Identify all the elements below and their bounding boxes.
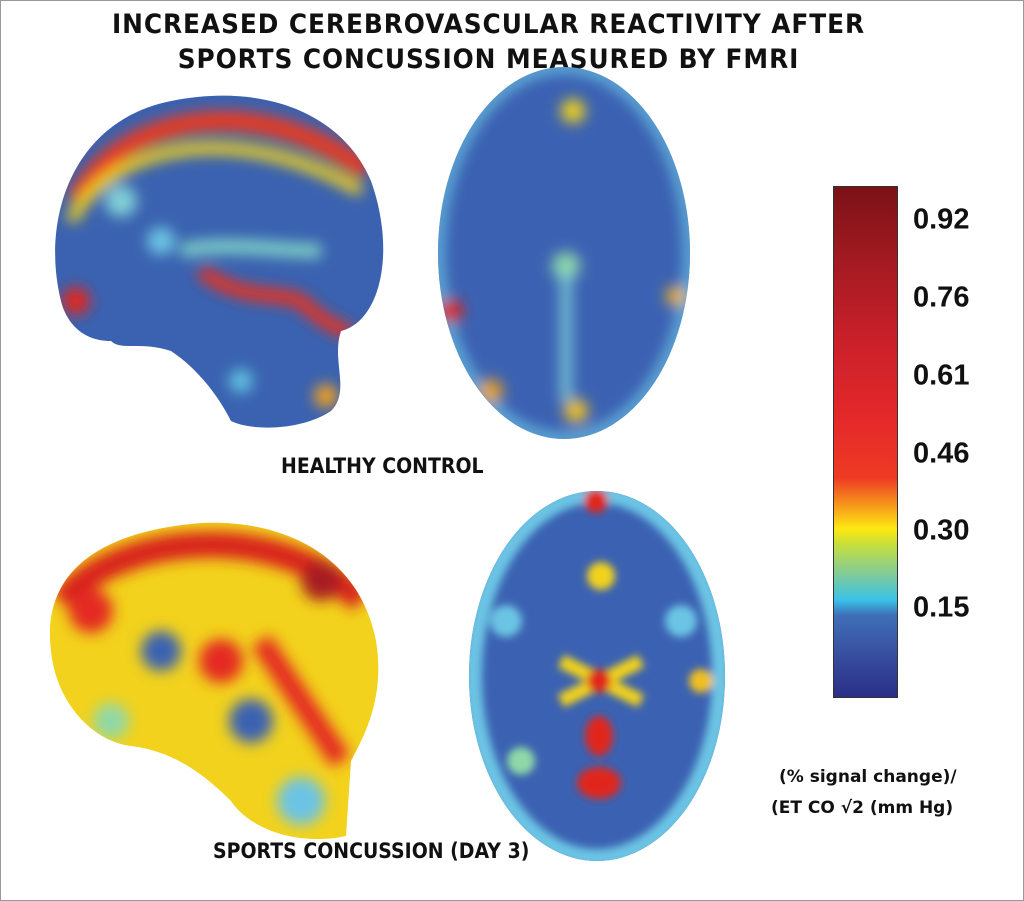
figure-title-line1: INCREASED CEREBROVASCULAR REACTIVITY AFT… <box>111 9 866 40</box>
figure-title-line2: SPORTS CONCUSSION MEASURED BY FMRI <box>177 44 800 75</box>
colorbar-units-line2: (ET CO √2 (mm Hg) <box>771 798 954 818</box>
concussion-sagittal-map <box>49 522 379 840</box>
concussion-label: SPORTS CONCUSSION (DAY 3) <box>213 839 530 863</box>
colorbar-tick-label: 0.15 <box>913 591 970 624</box>
colorbar-tick-label: 0.76 <box>913 281 970 314</box>
healthy-axial-map <box>438 67 690 439</box>
colorbar-units-line1: (% signal change)/ <box>779 767 957 787</box>
colorbar-tick-label: 0.61 <box>913 359 970 392</box>
concussion-axial-map <box>469 491 725 861</box>
colorbar <box>833 186 898 698</box>
colorbar-tick-label: 0.30 <box>913 514 970 547</box>
colorbar-tick-label: 0.92 <box>913 203 970 236</box>
healthy-sagittal-map <box>55 95 384 428</box>
colorbar-tick-label: 0.46 <box>913 437 970 470</box>
healthy-control-label: HEALTHY CONTROL <box>281 454 484 478</box>
